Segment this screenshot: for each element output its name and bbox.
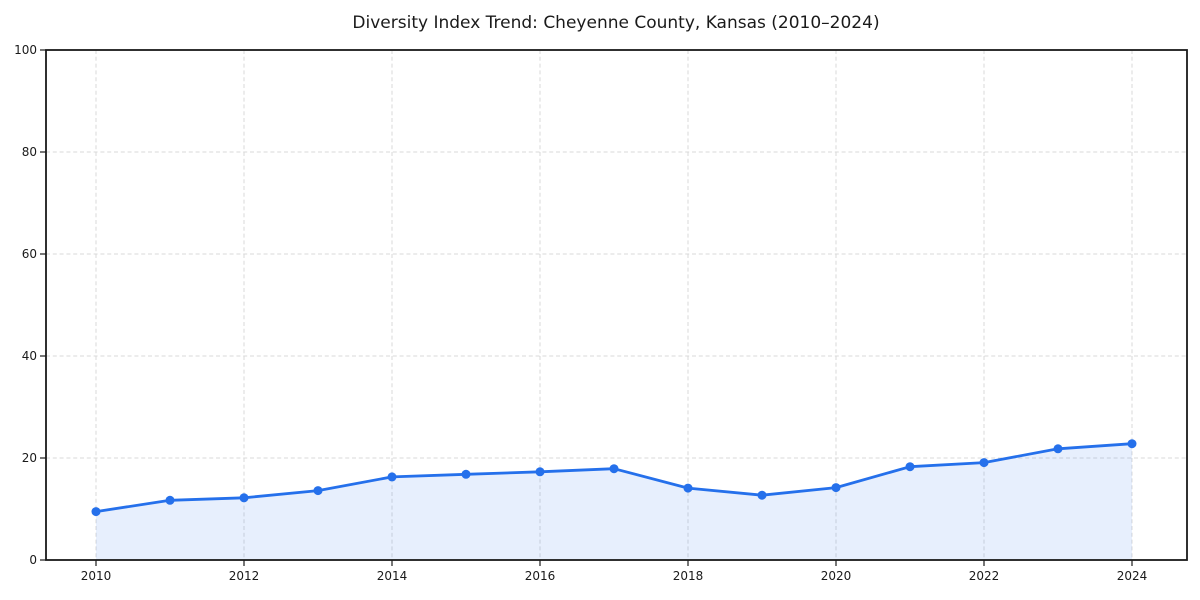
data-point bbox=[1127, 439, 1137, 449]
data-point bbox=[239, 493, 249, 503]
data-point bbox=[979, 458, 989, 468]
data-point bbox=[165, 495, 175, 505]
data-point bbox=[461, 469, 471, 479]
x-tick-label: 2024 bbox=[1117, 569, 1148, 583]
data-point bbox=[609, 464, 619, 474]
data-point bbox=[905, 462, 915, 472]
x-tick-label: 2022 bbox=[969, 569, 1000, 583]
data-point bbox=[831, 483, 841, 493]
x-tick-label: 2014 bbox=[377, 569, 408, 583]
y-tick-label: 40 bbox=[22, 349, 37, 363]
x-tick-label: 2012 bbox=[229, 569, 260, 583]
plot-border bbox=[45, 49, 1188, 561]
x-tick-label: 2018 bbox=[673, 569, 704, 583]
x-tick-label: 2010 bbox=[81, 569, 112, 583]
data-point bbox=[535, 467, 545, 477]
data-point bbox=[313, 486, 323, 496]
data-point bbox=[757, 490, 767, 500]
x-tick-label: 2020 bbox=[821, 569, 852, 583]
chart-title: Diversity Index Trend: Cheyenne County, … bbox=[352, 13, 879, 33]
x-tick-label: 2016 bbox=[525, 569, 556, 583]
data-point bbox=[387, 472, 397, 482]
y-tick-label: 60 bbox=[22, 247, 37, 261]
y-tick-label: 20 bbox=[22, 451, 37, 465]
data-point bbox=[683, 483, 693, 493]
area-fill bbox=[96, 443, 1132, 560]
y-tick-label: 0 bbox=[29, 553, 37, 567]
y-tick-label: 100 bbox=[14, 43, 37, 57]
y-tick-label: 80 bbox=[22, 145, 37, 159]
data-point bbox=[1053, 444, 1063, 454]
data-point bbox=[91, 507, 101, 517]
